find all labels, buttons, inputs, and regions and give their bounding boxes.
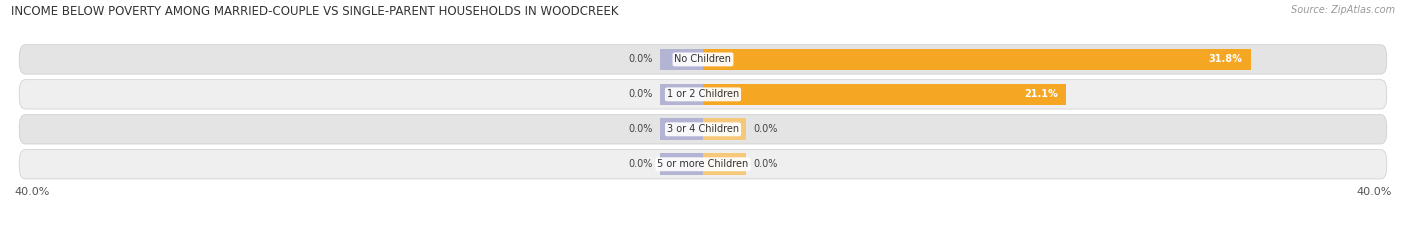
Text: No Children: No Children <box>675 55 731 64</box>
FancyBboxPatch shape <box>20 115 1386 144</box>
Text: INCOME BELOW POVERTY AMONG MARRIED-COUPLE VS SINGLE-PARENT HOUSEHOLDS IN WOODCRE: INCOME BELOW POVERTY AMONG MARRIED-COUPL… <box>11 5 619 18</box>
FancyBboxPatch shape <box>20 150 1386 179</box>
Text: 0.0%: 0.0% <box>754 124 778 134</box>
Text: 0.0%: 0.0% <box>628 89 652 99</box>
Bar <box>659 49 703 70</box>
Text: 40.0%: 40.0% <box>14 187 49 197</box>
Bar <box>703 118 747 140</box>
Bar <box>659 154 703 175</box>
Text: 5 or more Children: 5 or more Children <box>658 159 748 169</box>
Bar <box>703 154 747 175</box>
Text: 3 or 4 Children: 3 or 4 Children <box>666 124 740 134</box>
Bar <box>703 84 1066 105</box>
Text: 0.0%: 0.0% <box>628 55 652 64</box>
Bar <box>659 84 703 105</box>
Text: 31.8%: 31.8% <box>1208 55 1241 64</box>
Text: 1 or 2 Children: 1 or 2 Children <box>666 89 740 99</box>
Text: 0.0%: 0.0% <box>628 159 652 169</box>
Bar <box>659 118 703 140</box>
Text: 40.0%: 40.0% <box>1357 187 1392 197</box>
Text: 0.0%: 0.0% <box>754 159 778 169</box>
Text: 21.1%: 21.1% <box>1024 89 1057 99</box>
FancyBboxPatch shape <box>20 80 1386 109</box>
Text: Source: ZipAtlas.com: Source: ZipAtlas.com <box>1291 5 1395 15</box>
FancyBboxPatch shape <box>20 45 1386 74</box>
Bar <box>703 49 1251 70</box>
Text: 0.0%: 0.0% <box>628 124 652 134</box>
